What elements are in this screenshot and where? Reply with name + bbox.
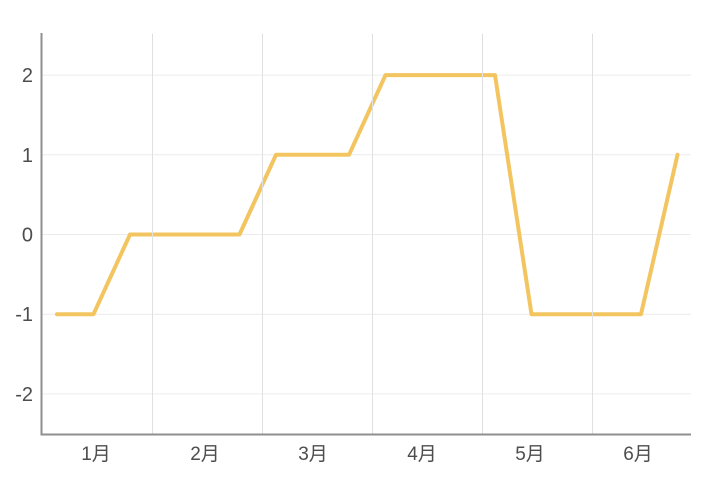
x-axis-tick-labels: 1月 2月 3月 4月 5月 6月 [81,444,653,465]
x-tick-label-0: 1月 [81,444,111,465]
x-tick-label-1: 2月 [190,444,220,465]
x-tick-label-5: 6月 [623,444,653,465]
vertical-gridlines [152,33,593,434]
y-tick-label-2: 0 [22,225,33,247]
y-tick-label-0: 2 [22,65,33,87]
x-tick-label-4: 5月 [515,444,545,465]
x-tick-label-3: 4月 [407,444,437,465]
y-tick-label-3: -1 [15,304,33,326]
y-tick-label-1: 1 [22,145,33,167]
series-line [55,73,680,317]
y-tick-label-4: -2 [15,384,33,406]
x-tick-label-2: 3月 [298,444,328,465]
y-axis-tick-labels: 2 1 0 -1 -2 [15,65,33,406]
